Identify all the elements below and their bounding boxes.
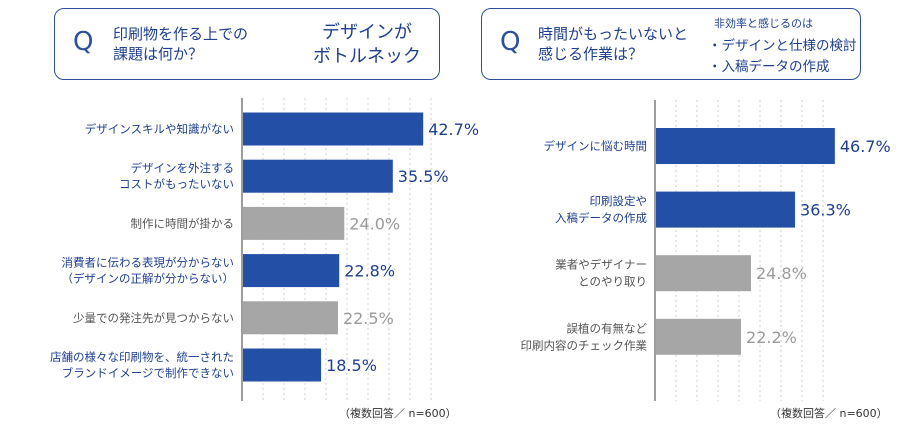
right-footnote: （複数回答／ n=600） — [770, 407, 888, 420]
left-value-label-4: 22.8% — [344, 262, 395, 281]
left-bar-chart: 42.7% デザインスキルや知識がない 35.5% デザインを外注するコストがもったい… — [50, 98, 479, 401]
right-note-title: 非効率と感じるのは — [714, 17, 813, 30]
left-bar-6 — [243, 348, 322, 382]
right-category-label-3: 業者やデザイナーとのやり取り — [555, 258, 647, 289]
right-category-label-2: 印刷設定や入稿データの作成 — [555, 194, 647, 225]
right-bar-4 — [656, 318, 742, 355]
left-value-label-6: 18.5% — [326, 356, 377, 375]
left-category-label-4: 消費者に伝わる表現が分からない（デザインの正解が分からない） — [62, 256, 235, 286]
right-bar-1 — [656, 128, 835, 164]
right-bar-chart: 46.7% デザインに悩む時間 36.3% 印刷設定や入稿データの作成 24.8% 業者や… — [521, 100, 891, 401]
right-value-label-2: 36.3% — [800, 201, 851, 220]
right-value-label-1: 46.7% — [840, 137, 891, 156]
left-bar-3 — [243, 206, 345, 240]
right-value-label-4: 22.2% — [746, 328, 797, 347]
right-question-text: 時間がもったいないと 感じる作業は？ — [538, 25, 689, 63]
left-bar-5 — [243, 301, 338, 335]
left-category-label-3: 制作に時間が掛かる — [131, 216, 235, 230]
left-bar-1 — [243, 112, 424, 146]
left-bar-2 — [243, 159, 393, 193]
left-value-label-5: 22.5% — [343, 309, 394, 328]
left-question-box: Q 印刷物を作る上での 課題は何か？ デザインが ボトルネック — [54, 8, 440, 80]
left-bar-4 — [243, 254, 340, 288]
left-category-label-2: デザインを外注するコストがもったいない — [119, 161, 234, 191]
right-category-label-4: 誤植の有無など印刷内容のチェック作業 — [521, 321, 648, 352]
right-note-item-1: ・デザインと仕様の検討 — [708, 38, 857, 54]
left-value-label-1: 42.7% — [428, 120, 479, 139]
left-category-label-5: 少量での発注先が見つからない — [73, 311, 234, 325]
right-value-label-3: 24.8% — [756, 264, 807, 283]
right-category-label-1: デザインに悩む時間 — [544, 139, 648, 153]
right-bar-2 — [656, 191, 796, 228]
right-note-item-2: ・入稿データの作成 — [708, 59, 830, 75]
right-question-box: Q 時間がもったいないと 感じる作業は？ 非効率と感じるのは ・デザインと仕様の… — [481, 8, 861, 80]
left-value-label-3: 24.0% — [349, 214, 400, 233]
left-footnote: （複数回答／ n=600） — [339, 407, 457, 420]
right-q-letter: Q — [500, 27, 521, 57]
left-answer-text: デザインが ボトルネック — [313, 22, 421, 67]
left-question-text: 印刷物を作る上での 課題は何か？ — [113, 25, 249, 63]
left-value-label-2: 35.5% — [398, 167, 449, 186]
left-q-letter: Q — [73, 27, 94, 57]
left-category-label-1: デザインスキルや知識がない — [85, 122, 234, 136]
right-bar-3 — [656, 255, 751, 292]
left-category-label-6: 店舗の様々な印刷物を、統一されたブランドイメージで制作できない — [50, 350, 234, 380]
